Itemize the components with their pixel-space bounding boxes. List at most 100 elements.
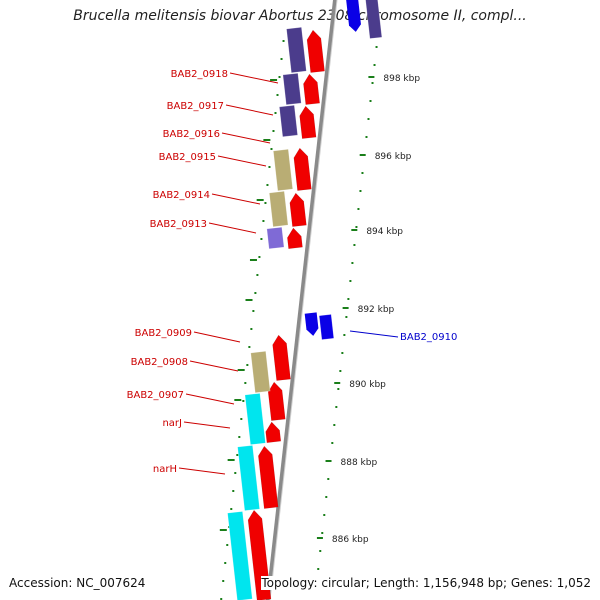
gene-label: narJ (162, 418, 182, 429)
gene-label-leader (229, 72, 279, 84)
forward-cds-arrow-shape (303, 73, 320, 105)
gene-label-leader (178, 467, 226, 475)
forward-cds-arrow (258, 445, 279, 509)
outer-tick-dot (369, 100, 372, 102)
reverse-cds-arrow-shape (346, 0, 361, 32)
outer-tick-dot (341, 352, 344, 354)
cog-category-block (365, 0, 383, 39)
outer-tick-dot (365, 136, 368, 138)
cog-category-block-shape (237, 445, 260, 511)
kbp-tick-label: 898 kbp (383, 74, 420, 84)
outer-tick-dot (375, 46, 378, 48)
outer-tick-dot (321, 532, 324, 534)
inner-tick-dot (226, 544, 229, 546)
cog-category-block-shape (266, 226, 285, 250)
cog-category-block-shape (244, 392, 266, 446)
kbp-tick-label: 892 kbp (358, 305, 395, 315)
outer-tick-dot (361, 172, 364, 174)
forward-cds-arrow (272, 334, 291, 381)
outer-tick-dot (333, 424, 336, 426)
outer-tick-dot (337, 388, 340, 390)
outer-tick-dot (367, 118, 370, 120)
outer-tick-dot (317, 568, 320, 570)
inner-tick-dot (254, 292, 257, 294)
outer-tick-dot (349, 280, 352, 282)
reverse-cds-arrow (346, 0, 361, 32)
inner-tick-dot (270, 148, 273, 150)
inner-tick-dot (220, 598, 223, 600)
forward-cds-arrow (267, 381, 286, 421)
inner-tick-dot (274, 112, 277, 114)
gene-label-leader (225, 104, 274, 116)
forward-cds-arrow (306, 29, 325, 73)
reverse-cds-arrow (318, 314, 335, 340)
outer-tick-dot (345, 316, 348, 318)
outer-tick-dot (347, 298, 350, 300)
gene-label-leader (189, 360, 239, 372)
inner-tick-dot (232, 490, 235, 492)
inner-tick-dot (222, 580, 225, 582)
cog-category-block-shape (268, 190, 289, 228)
gene-label-leader (185, 393, 235, 405)
outer-tick-dot (331, 442, 334, 444)
kbp-tick-label: 886 kbp (332, 535, 369, 545)
outer-tick-dot (323, 514, 326, 516)
gene-label: BAB2_0917 (167, 101, 224, 112)
cog-category-block (282, 72, 302, 106)
gene-label-leader (349, 330, 399, 338)
forward-cds-arrow-shape (267, 381, 286, 421)
gene-label: BAB2_0909 (135, 328, 192, 339)
cog-category-block (266, 226, 285, 250)
inner-tick-dot (264, 202, 267, 204)
forward-cds-arrow (265, 421, 282, 443)
outer-tick-dot (353, 244, 356, 246)
forward-cds-arrow (289, 192, 307, 227)
reverse-cds-arrow (304, 312, 319, 336)
outer-tick-dot (335, 406, 338, 408)
cog-category-block (244, 392, 266, 446)
kbp-tick-label: 888 kbp (341, 458, 378, 468)
inner-tick-dot (268, 166, 271, 168)
outer-tick-dot (359, 190, 362, 192)
cog-category-block (273, 148, 294, 192)
cog-category-block-shape (273, 148, 294, 192)
cog-category-block-shape (365, 0, 383, 39)
inner-tick-dot (224, 562, 227, 564)
inner-tick-dot (276, 94, 279, 96)
gene-label: narH (153, 464, 177, 475)
forward-cds-arrow-shape (272, 334, 291, 381)
forward-cds-arrow (303, 73, 320, 105)
outer-tick-dot (325, 496, 328, 498)
gene-label-leader (217, 155, 267, 167)
inner-tick-dot (260, 238, 263, 240)
gene-label: BAB2_0915 (159, 152, 216, 163)
kbp-tick-label: 896 kbp (375, 152, 412, 162)
outer-tick-dot (355, 226, 358, 228)
inner-tick-dot (234, 472, 237, 474)
inner-tick-dot (236, 454, 239, 456)
gene-label-leader (211, 193, 261, 205)
cog-category-block-shape (279, 104, 298, 138)
cog-category-block (250, 350, 271, 394)
cog-category-block-shape (286, 26, 307, 74)
inner-tick-dot (248, 346, 251, 348)
backbone-highlight (269, 0, 338, 600)
map-title: Brucella melitensis biovar Abortus 2308 … (73, 8, 527, 24)
outer-tick-dot (373, 64, 376, 66)
inner-tick-dot (266, 184, 269, 186)
gene-label: BAB2_0910 (400, 332, 457, 343)
forward-cds-arrow-shape (299, 105, 317, 139)
inner-tick-dot (240, 418, 243, 420)
inner-tick-dot (252, 310, 255, 312)
inner-tick-dot (242, 400, 245, 402)
outer-tick-dot (319, 550, 322, 552)
outer-tick-dot (343, 334, 346, 336)
forward-cds-arrow (299, 105, 317, 139)
gene-label-leader (208, 222, 257, 234)
inner-tick-dot (278, 76, 281, 78)
gene-label: BAB2_0916 (163, 129, 220, 140)
gene-label: BAB2_0914 (153, 190, 210, 201)
inner-tick-dot (230, 508, 233, 510)
cog-category-block (279, 104, 298, 138)
forward-cds-arrow-shape (306, 29, 325, 73)
